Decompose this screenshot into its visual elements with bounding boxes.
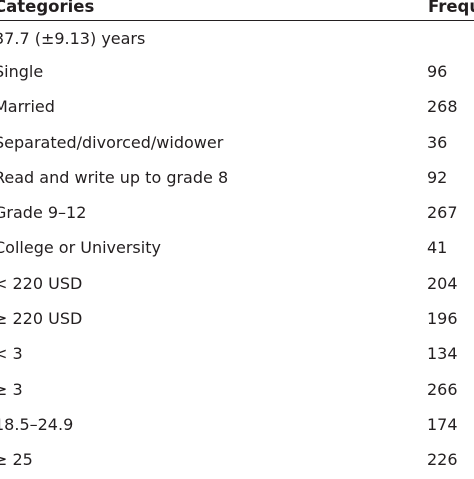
table-row: ≥ 220 USD 196 xyxy=(0,302,474,337)
table-header: Categories Frequ xyxy=(0,0,474,21)
frequency-cell: 226 xyxy=(427,450,458,470)
frequency-cell: 266 xyxy=(427,379,458,399)
header-categories: Categories xyxy=(0,0,95,16)
table-row: Separated/divorced/widower 36 xyxy=(0,126,474,161)
table-row: ≥ 25 226 xyxy=(0,443,474,478)
category-cell: Read and write up to grade 8 xyxy=(0,167,229,187)
category-cell: < 220 USD xyxy=(0,273,83,293)
table-row: 18.5–24.9 174 xyxy=(0,408,474,443)
category-cell: ≥ 3 xyxy=(0,379,23,399)
category-cell: College or University xyxy=(0,238,161,258)
table-row: < 220 USD 204 xyxy=(0,267,474,302)
frequency-cell: 96 xyxy=(427,62,448,81)
category-cell: Separated/divorced/widower xyxy=(0,132,224,152)
category-cell: ≥ 25 xyxy=(0,450,33,470)
frequency-cell: 41 xyxy=(427,238,448,258)
frequency-cell: 268 xyxy=(427,97,458,117)
category-cell: Married xyxy=(0,97,55,117)
table-row: ≥ 3 266 xyxy=(0,373,474,408)
frequency-cell: 92 xyxy=(427,167,448,187)
table-row: < 3 134 xyxy=(0,337,474,372)
frequency-cell: 134 xyxy=(427,344,458,364)
category-cell: Grade 9–12 xyxy=(0,203,87,223)
frequency-cell: 36 xyxy=(427,132,448,152)
table-row: Single 96 xyxy=(0,55,474,90)
frequency-cell: 267 xyxy=(427,203,458,223)
table-row: 37.7 (±9.13) years xyxy=(0,21,474,55)
frequency-cell: 204 xyxy=(427,273,458,293)
table-row: Read and write up to grade 8 92 xyxy=(0,161,474,196)
category-cell: 37.7 (±9.13) years xyxy=(0,29,146,48)
header-frequency: Frequ xyxy=(428,0,474,16)
category-cell: 18.5–24.9 xyxy=(0,414,74,434)
frequency-cell: 196 xyxy=(427,309,458,329)
frequency-cell: 174 xyxy=(427,414,458,434)
table-row: Married 268 xyxy=(0,90,474,125)
table-row: College or University 41 xyxy=(0,231,474,266)
category-cell: ≥ 220 USD xyxy=(0,309,83,329)
category-cell: < 3 xyxy=(0,344,23,364)
category-cell: Single xyxy=(0,62,44,81)
table-row: Grade 9–12 267 xyxy=(0,196,474,231)
